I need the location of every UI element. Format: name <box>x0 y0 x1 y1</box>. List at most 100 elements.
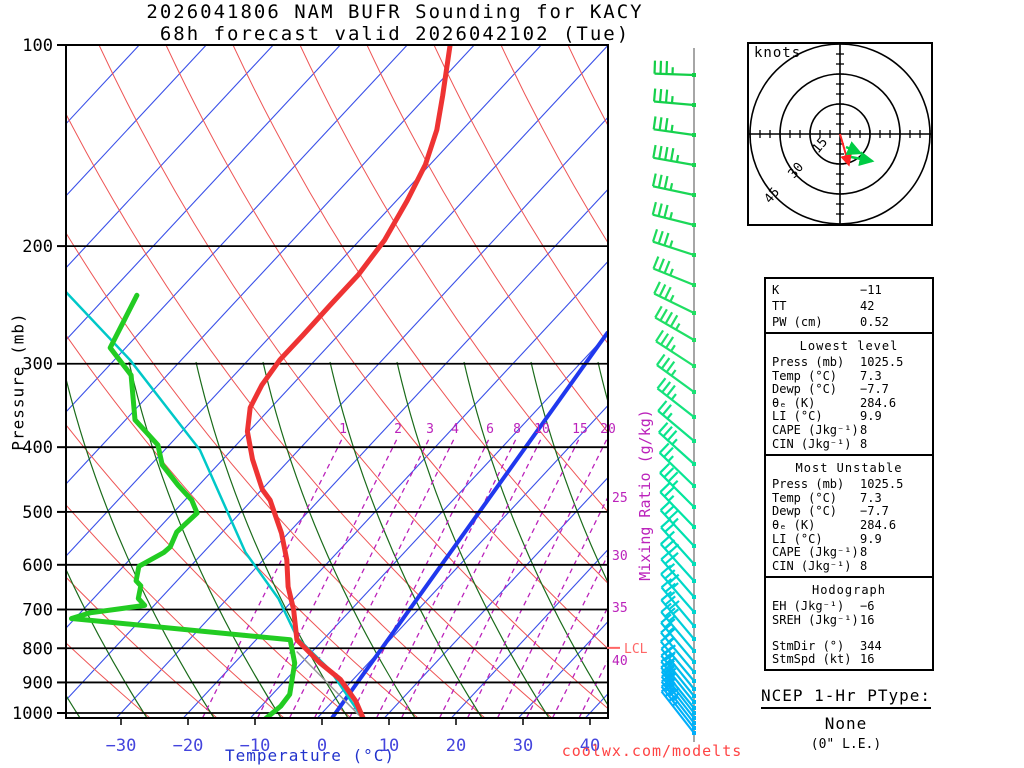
isotherm-line <box>66 45 608 629</box>
moist-adiabat-line <box>262 361 416 718</box>
moist-adiabat-line <box>530 361 608 584</box>
isotherm-line <box>383 476 608 718</box>
mixing-ratio-line <box>256 436 399 718</box>
wind-barb <box>654 305 696 342</box>
dry-adiabat-line <box>232 45 608 585</box>
moist-adiabat-line <box>1000 362 1024 718</box>
dry-adiabat-line <box>500 45 608 244</box>
wind-barb <box>652 88 696 107</box>
temperature-curve <box>244 45 453 718</box>
background-grid <box>66 45 1024 718</box>
mixing-ratio-value: 25 <box>612 491 628 506</box>
dry-adiabat-line <box>299 45 608 513</box>
ptype-note: (0" L.E.) <box>810 737 882 752</box>
moist-adiabat-line <box>463 361 608 707</box>
stat-value: 284.6 <box>860 395 897 410</box>
stat-label: Temp (°C) <box>772 490 838 505</box>
x-tick-label: 30 <box>513 736 533 756</box>
stat-row: Temp (°C) 7.3 <box>772 490 926 506</box>
wind-barb <box>658 442 696 488</box>
y-tick-label: 900 <box>22 673 53 693</box>
moist-adiabat-line <box>329 361 483 718</box>
stat-row: StmDir (°) 344 <box>772 638 926 654</box>
stat-row: PW (cm) 0.52 <box>772 314 926 330</box>
hodograph-panel: 15 30 45 knots <box>744 39 940 231</box>
mixing-ratio-line <box>551 606 608 718</box>
wind-barb <box>652 116 696 137</box>
mixing-ratio-value: 35 <box>612 601 628 616</box>
wind-barb <box>651 228 696 257</box>
stat-value: −6 <box>860 599 875 614</box>
stat-label: Press (mb) <box>772 477 845 492</box>
stat-value: 7.3 <box>860 490 882 505</box>
stat-label: SREH (Jkg⁻¹) <box>772 612 859 627</box>
chart-subtitle: 68h forecast valid 2026042102 (Tue) <box>159 23 631 45</box>
stat-value: −11 <box>860 283 882 297</box>
wind-barb <box>651 201 696 227</box>
isotherm-line <box>66 45 207 197</box>
hodograph-trace <box>850 151 875 167</box>
stat-label: Dewp (°C) <box>772 382 838 397</box>
stat-row: CIN (Jkg⁻¹) 8 <box>772 559 926 574</box>
stat-row: EH (Jkg⁻¹) −6 <box>772 600 926 614</box>
dry-adiabat-line <box>66 334 419 718</box>
ptype-title: NCEP 1-Hr PType: <box>760 686 932 709</box>
stat-value: 42 <box>860 299 875 313</box>
stats-table: K −11 TT 42 PW (cm) 0.52 Lowest level Press (mb… <box>764 277 934 671</box>
stat-value: 7.3 <box>860 368 882 383</box>
y-tick-label: 100 <box>22 36 53 56</box>
stat-label: θₑ (K) <box>772 395 816 410</box>
isotherm-line <box>66 45 542 557</box>
y-tick-label: 400 <box>22 438 53 458</box>
stat-label: StmDir (°) <box>772 638 845 653</box>
stat-value: 1025.5 <box>860 355 904 369</box>
stat-value: 344 <box>860 638 882 653</box>
y-axis-title: Pressure (mb) <box>8 312 28 451</box>
wind-barb <box>660 564 696 614</box>
stat-value: 9.9 <box>860 409 882 424</box>
stat-value: −7.7 <box>860 382 889 397</box>
stat-row: CAPE (Jkg⁻¹) 8 <box>772 422 926 438</box>
y-tick-label: 500 <box>22 503 53 523</box>
isotherm-line <box>66 45 408 413</box>
stat-label: Temp (°C) <box>772 368 838 383</box>
x-axis-title: Temperature (°C) <box>224 746 396 765</box>
plot-frame <box>65 44 609 719</box>
y-tick-label: 1000 <box>12 704 53 724</box>
wind-barb <box>652 256 696 287</box>
stat-label: StmSpd (kt) <box>772 652 852 667</box>
stat-value: 8 <box>860 436 868 451</box>
stat-label: CAPE (Jkg⁻¹) <box>772 545 859 560</box>
stats-section: Lowest level Press (mb) 1025.5 Temp (°C) 7.3… <box>766 334 932 457</box>
y-tick-label: 800 <box>22 639 53 659</box>
x-tick-label: 10 <box>379 736 399 756</box>
x-tick-label: −30 <box>106 736 137 756</box>
lcl-label: LCL <box>624 642 648 657</box>
stat-value: 8 <box>860 545 868 560</box>
moist-adiabat-line <box>933 362 1024 718</box>
stat-label: K <box>772 283 780 297</box>
moist-adiabat-line <box>66 376 215 718</box>
stat-value: 8 <box>860 422 868 437</box>
dry-adiabat-line <box>66 504 285 718</box>
mixing-ratio-line <box>313 436 456 718</box>
mixing-ratio-line <box>201 436 344 718</box>
hodograph-ring-label: 15 <box>810 135 832 157</box>
stat-value: 9.9 <box>860 531 882 546</box>
stat-row: CAPE (Jkg⁻¹) 8 <box>772 546 926 560</box>
watermark-link[interactable]: coolwx.com/modelts <box>561 742 743 760</box>
stat-row: Press (mb) 1025.5 <box>772 355 926 370</box>
stat-label: θₑ (K) <box>772 517 816 532</box>
mixing-ratio-labels: 1 2 3 4 6 8 10 15 20 25 30 35 40 <box>339 422 628 669</box>
dry-adiabat-line <box>970 45 1024 718</box>
stat-value: 16 <box>860 612 875 627</box>
stats-summary: K −11 TT 42 PW (cm) 0.52 <box>766 279 932 334</box>
stat-row: SREH (Jkg⁻¹) 16 <box>772 612 926 628</box>
stats-section-header: Most Unstable <box>795 461 903 476</box>
isotherm-line <box>66 45 274 269</box>
mixing-ratio-value: 1 <box>339 422 347 437</box>
dry-adiabat-line <box>165 45 608 650</box>
mixing-ratio-line <box>525 554 608 718</box>
sounding-curves <box>66 45 453 718</box>
isotherm-line <box>66 45 475 485</box>
